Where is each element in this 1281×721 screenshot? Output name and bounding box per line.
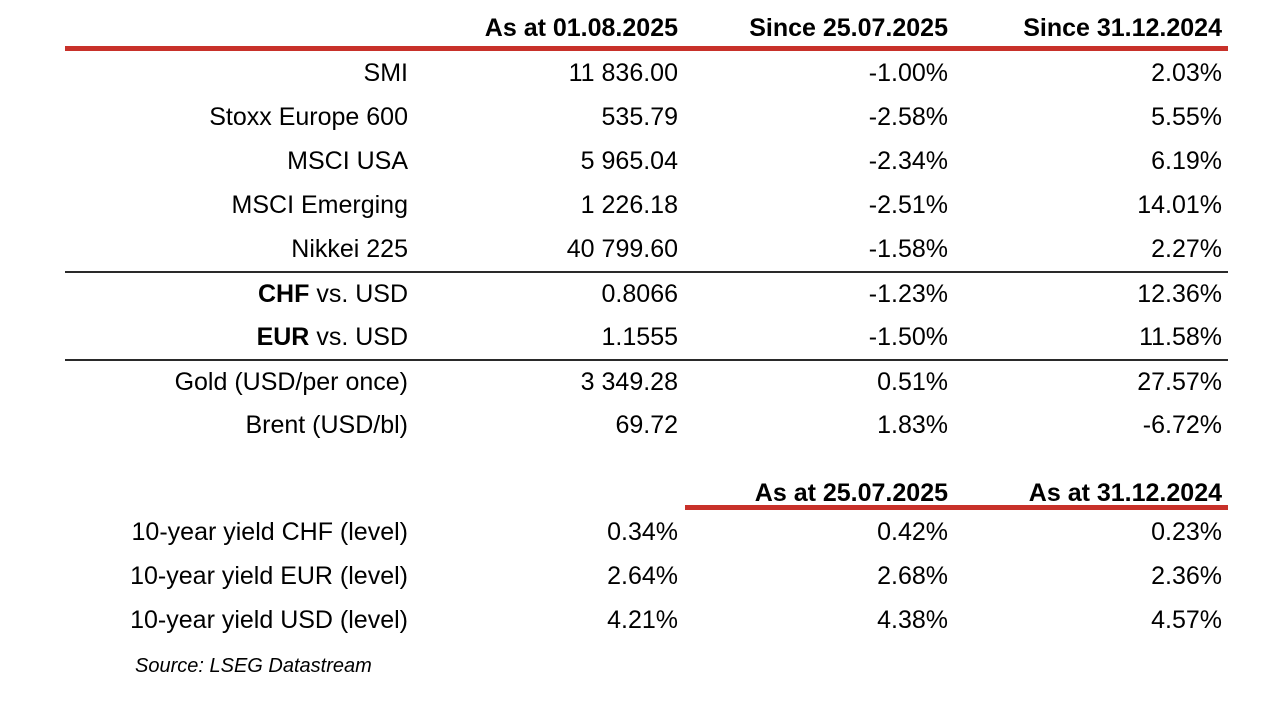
header-underline <box>685 505 1228 510</box>
row-label: SMI <box>65 59 410 88</box>
header-as-at: As at 01.08.2025 <box>484 14 678 42</box>
table-row-eur-usd: EUR vs. USD 1.1555 -1.50% 11.58% <box>65 315 1228 359</box>
row-label: 10-year yield USD (level) <box>130 605 408 634</box>
row-label-bold: EUR <box>256 322 310 351</box>
row-label: CHF vs. USD <box>65 280 410 309</box>
value-year-end: 4.57% <box>1151 605 1222 634</box>
value-year-end: 2.36% <box>1151 561 1222 590</box>
table-row-smi: SMI 11 836.00 -1.00% 2.03% <box>65 51 1228 95</box>
value-since-ytd: 5.55% <box>1151 102 1222 131</box>
value-since-week: -1.23% <box>868 279 948 308</box>
value-current: 2.64% <box>607 561 678 590</box>
value-since-week: -2.51% <box>868 190 948 219</box>
value-level: 40 799.60 <box>566 234 678 263</box>
value-level: 69.72 <box>615 410 678 439</box>
value-level: 1.1555 <box>601 322 678 351</box>
row-label-text: Stoxx Europe 600 <box>209 102 408 131</box>
header-since-week: Since 25.07.2025 <box>749 14 948 42</box>
value-since-week: -1.50% <box>868 322 948 351</box>
row-label-text: Nikkei 225 <box>291 234 408 263</box>
header-as-at-prev: As at 25.07.2025 <box>754 479 948 507</box>
value-since-ytd: 12.36% <box>1137 279 1222 308</box>
table-row-yield-usd: 10-year yield USD (level) 4.21% 4.38% 4.… <box>65 598 1228 642</box>
header-as-at-ye: As at 31.12.2024 <box>1028 479 1222 507</box>
table-row-chf-usd: CHF vs. USD 0.8066 -1.23% 12.36% <box>65 271 1228 315</box>
table-row-stoxx: Stoxx Europe 600 535.79 -2.58% 5.55% <box>65 95 1228 139</box>
value-since-week: 1.83% <box>877 410 948 439</box>
table-row-msci-emerging: MSCI Emerging 1 226.18 -2.51% 14.01% <box>65 183 1228 227</box>
row-label-text: Gold (USD/per once) <box>174 367 408 396</box>
value-since-ytd: -6.72% <box>1142 410 1222 439</box>
value-level: 5 965.04 <box>580 146 678 175</box>
row-label-text: MSCI USA <box>287 146 408 175</box>
value-current: 0.34% <box>607 517 678 546</box>
row-label-text: vs. USD <box>309 279 408 308</box>
value-level: 0.8066 <box>601 279 678 308</box>
value-since-ytd: 2.27% <box>1151 234 1222 263</box>
value-year-end: 0.23% <box>1151 517 1222 546</box>
value-since-week: 0.51% <box>877 367 948 396</box>
value-prev-week: 2.68% <box>877 561 948 590</box>
row-label: 10-year yield CHF (level) <box>131 517 408 546</box>
row-label: Brent (USD/bl) <box>65 411 410 440</box>
row-label-text: vs. USD <box>309 322 408 351</box>
value-level: 3 349.28 <box>580 367 678 396</box>
table-row-yield-chf: 10-year yield CHF (level) 0.34% 0.42% 0.… <box>65 510 1228 554</box>
row-label-bold: CHF <box>257 279 310 308</box>
row-label-text: MSCI Emerging <box>231 190 408 219</box>
table-row-msci-usa: MSCI USA 5 965.04 -2.34% 6.19% <box>65 139 1228 183</box>
value-since-ytd: 2.03% <box>1151 58 1222 87</box>
row-label: EUR vs. USD <box>65 323 410 352</box>
market-data-table: As at 01.08.2025 Since 25.07.2025 Since … <box>65 14 1228 678</box>
value-since-week: -2.58% <box>868 102 948 131</box>
row-label: MSCI Emerging <box>65 191 410 220</box>
row-label: Stoxx Europe 600 <box>65 103 410 132</box>
value-level: 1 226.18 <box>580 190 678 219</box>
row-label: 10-year yield EUR (level) <box>130 561 408 590</box>
source-note: Source: LSEG Datastream <box>135 655 372 677</box>
value-level: 535.79 <box>601 102 678 131</box>
value-since-week: -2.34% <box>868 146 948 175</box>
value-since-ytd: 6.19% <box>1151 146 1222 175</box>
row-label-text: SMI <box>363 58 408 87</box>
value-level: 11 836.00 <box>568 58 678 87</box>
section2-header-row: As at 25.07.2025 As at 31.12.2024 <box>65 468 1228 510</box>
table-row-brent: Brent (USD/bl) 69.72 1.83% -6.72% <box>65 403 1228 447</box>
value-prev-week: 4.38% <box>877 605 948 634</box>
value-since-ytd: 14.01% <box>1137 190 1222 219</box>
header-since-ytd: Since 31.12.2024 <box>1023 14 1222 42</box>
table-row-gold: Gold (USD/per once) 3 349.28 0.51% 27.57… <box>65 359 1228 403</box>
table-row-yield-eur: 10-year yield EUR (level) 2.64% 2.68% 2.… <box>65 554 1228 598</box>
value-since-week: -1.58% <box>868 234 948 263</box>
value-since-ytd: 11.58% <box>1139 322 1222 351</box>
value-current: 4.21% <box>607 605 678 634</box>
row-label-text: Brent (USD/bl) <box>245 410 408 439</box>
value-since-ytd: 27.57% <box>1137 367 1222 396</box>
row-label: MSCI USA <box>65 147 410 176</box>
value-since-week: -1.00% <box>868 58 948 87</box>
row-label: Nikkei 225 <box>65 235 410 264</box>
table-row-nikkei: Nikkei 225 40 799.60 -1.58% 2.27% <box>65 227 1228 271</box>
section1-header-row: As at 01.08.2025 Since 25.07.2025 Since … <box>65 14 1228 51</box>
value-prev-week: 0.42% <box>877 517 948 546</box>
row-label: Gold (USD/per once) <box>65 368 410 397</box>
section-gap <box>65 447 1228 468</box>
